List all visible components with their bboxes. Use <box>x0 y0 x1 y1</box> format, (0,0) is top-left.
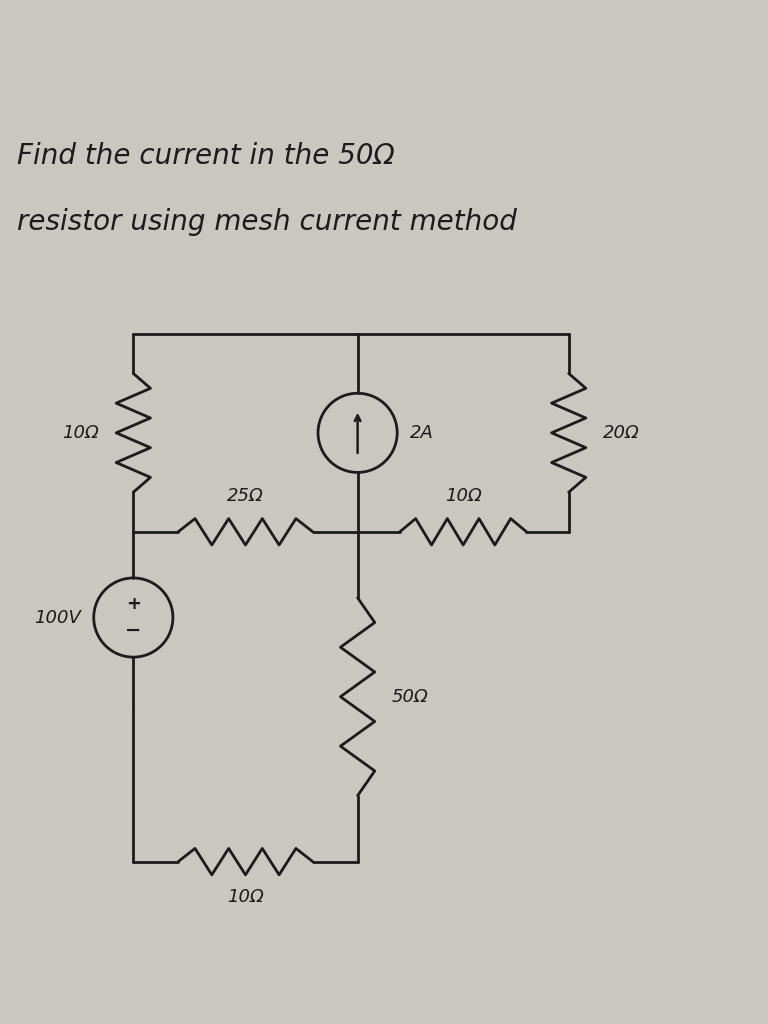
Text: 2A: 2A <box>410 424 434 441</box>
Text: 10Ω: 10Ω <box>62 424 99 441</box>
Text: 50Ω: 50Ω <box>392 688 429 706</box>
Text: Find the current in the 50Ω: Find the current in the 50Ω <box>17 141 395 170</box>
Text: 10Ω: 10Ω <box>227 888 264 906</box>
Text: 100V: 100V <box>34 608 81 627</box>
Text: +: + <box>126 595 141 613</box>
Text: 10Ω: 10Ω <box>445 487 482 506</box>
Text: resistor using mesh current method: resistor using mesh current method <box>17 208 517 236</box>
Text: 20Ω: 20Ω <box>603 424 640 441</box>
Text: −: − <box>125 622 141 640</box>
Text: 25Ω: 25Ω <box>227 487 264 506</box>
